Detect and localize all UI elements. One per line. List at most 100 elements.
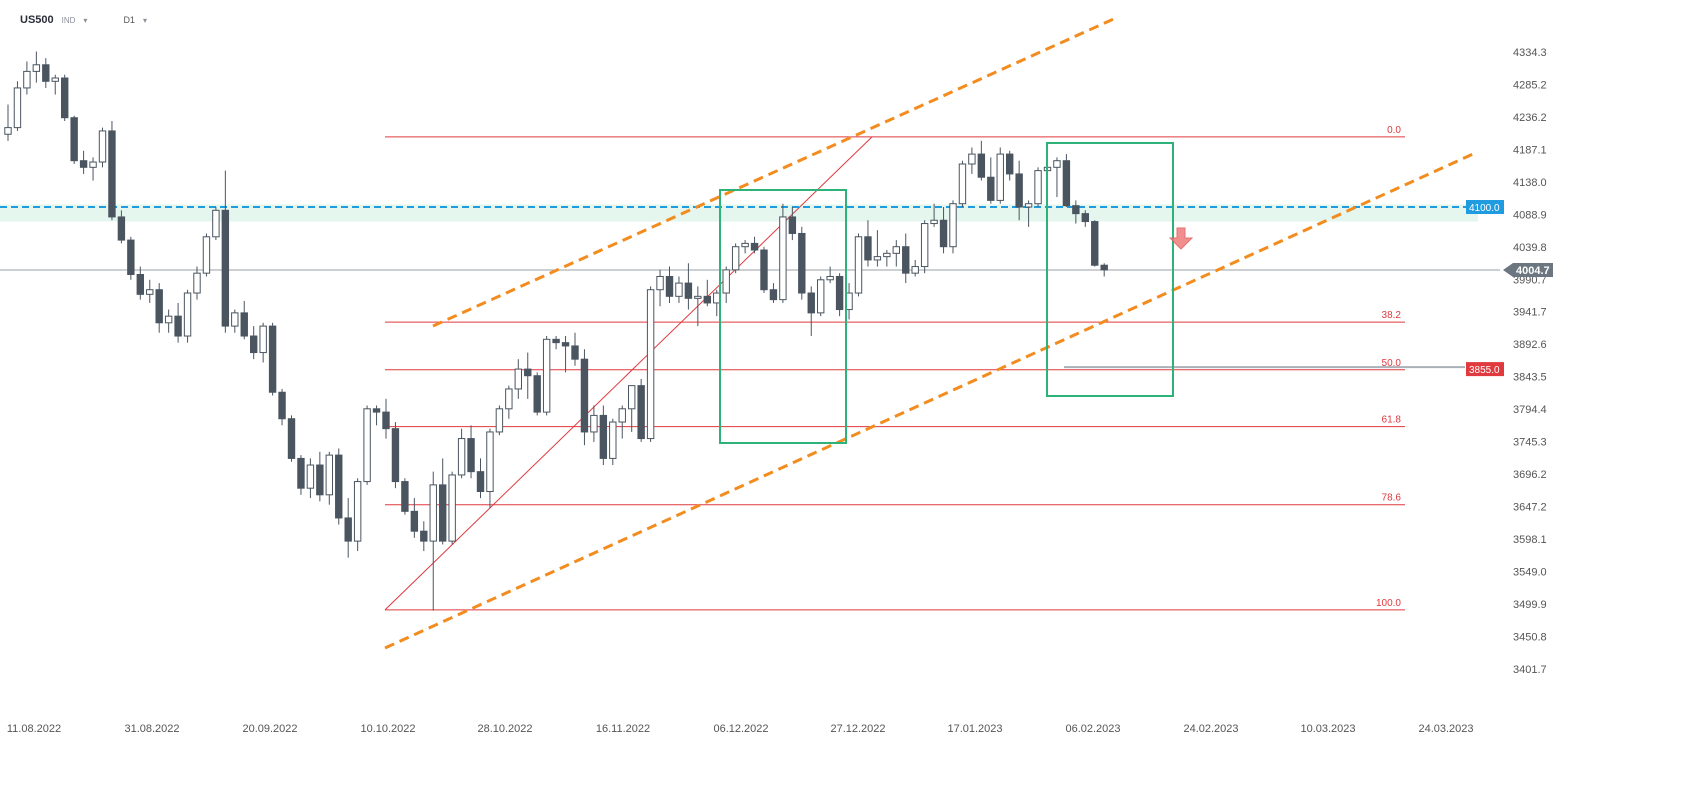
candle-body <box>750 242 759 251</box>
candle-body <box>61 77 69 119</box>
candle-body <box>259 325 267 354</box>
candle-body <box>968 153 976 165</box>
candle-body <box>410 510 419 532</box>
timeframe-label[interactable]: D1 <box>123 15 135 25</box>
candle-body <box>1034 170 1042 205</box>
candle-body <box>268 325 277 393</box>
candle-body <box>146 289 154 295</box>
candle-body <box>939 219 948 248</box>
candle-body <box>826 275 834 281</box>
candle-body <box>665 275 674 297</box>
candle-body <box>807 292 815 314</box>
y-tick-label: 4187.1 <box>1513 144 1547 156</box>
candle-body <box>590 414 598 433</box>
x-tick-label: 31.08.2022 <box>124 723 179 735</box>
candle-body <box>798 232 806 294</box>
y-tick-label: 3450.8 <box>1513 632 1547 644</box>
candle-body <box>495 408 504 433</box>
candle-body <box>1081 213 1089 223</box>
candle-body <box>476 471 485 492</box>
candle-body <box>391 428 400 483</box>
candle-body <box>306 464 315 489</box>
y-tick-label: 4236.2 <box>1513 112 1547 124</box>
candle-body <box>136 273 145 295</box>
candle-body <box>713 292 721 304</box>
candle-body <box>212 209 220 238</box>
x-tick-label: 10.03.2023 <box>1300 723 1355 735</box>
x-tick-label: 17.01.2023 <box>947 723 1002 735</box>
candle-body <box>599 414 608 459</box>
candle-body <box>250 335 258 354</box>
instrument-type: IND <box>61 15 76 25</box>
x-tick-label: 28.10.2022 <box>477 723 532 735</box>
candle-body <box>335 454 343 519</box>
candle-body <box>646 289 655 440</box>
candle-body <box>108 130 116 218</box>
candle-body <box>1091 221 1099 266</box>
candle-body <box>1072 205 1080 215</box>
y-tick-label: 3696.2 <box>1513 469 1547 481</box>
channel-lower-line <box>384 152 1474 650</box>
fib-label: 61.8 <box>1382 415 1402 426</box>
candle-body <box>637 385 645 440</box>
candle-body <box>571 345 579 360</box>
support-price-label: 3855.0 <box>1469 365 1500 376</box>
candle-body <box>467 438 475 473</box>
candle-body <box>731 246 740 271</box>
y-tick-label: 3598.1 <box>1513 534 1547 546</box>
candle-body <box>353 481 362 542</box>
chart-toolbar: US500 IND ▾ D1 ▾ <box>20 14 175 26</box>
candle-body <box>533 375 541 413</box>
candle-body <box>864 236 872 261</box>
candle-body <box>542 338 551 413</box>
candle-body <box>788 216 797 234</box>
y-tick-label: 3401.7 <box>1513 664 1547 676</box>
candle-body <box>779 216 787 301</box>
candle-body <box>4 127 12 135</box>
candle-body <box>70 117 78 162</box>
candle-body <box>1015 173 1023 208</box>
candle-body <box>580 358 589 433</box>
symbol-name[interactable]: US500 <box>20 14 54 26</box>
fib-label: 0.0 <box>1387 125 1401 136</box>
candle-body <box>231 312 239 327</box>
y-tick-label: 4039.8 <box>1513 242 1547 254</box>
candle-body <box>117 216 126 241</box>
candle-body <box>221 209 230 327</box>
candle-body <box>42 64 50 82</box>
candle-body <box>193 272 201 294</box>
x-tick-label: 27.12.2022 <box>830 723 885 735</box>
candle-body <box>420 530 428 542</box>
candle-body <box>316 464 324 496</box>
candle-body <box>977 153 986 178</box>
candle-body <box>1100 264 1108 271</box>
y-tick-label: 3745.3 <box>1513 437 1547 449</box>
candle-body <box>930 219 938 225</box>
candle-body <box>174 315 182 337</box>
candle-body <box>628 385 636 410</box>
candle-body <box>372 408 381 413</box>
candle-body <box>287 418 296 459</box>
y-tick-label: 3990.7 <box>1513 274 1547 286</box>
timeframe-chevron-down-icon[interactable]: ▾ <box>142 15 147 25</box>
symbol-chevron-down-icon[interactable]: ▾ <box>83 15 88 25</box>
candle-body <box>911 266 919 274</box>
candle-body <box>79 160 88 168</box>
candle-body <box>883 252 891 258</box>
consolidation-box <box>719 189 847 444</box>
candle-body <box>618 408 626 423</box>
candle-body <box>949 203 957 248</box>
y-tick-label: 3892.6 <box>1513 339 1547 351</box>
candle-body <box>13 87 22 129</box>
y-tick-label: 3941.7 <box>1513 307 1547 319</box>
candle-body <box>524 368 532 377</box>
candle-body <box>561 342 570 347</box>
candle-body <box>996 153 1004 201</box>
candle-body <box>1062 160 1071 207</box>
x-tick-label: 16.11.2022 <box>596 723 650 735</box>
candle-body <box>344 517 352 542</box>
resistance-zone <box>0 204 1478 222</box>
x-tick-label: 20.09.2022 <box>242 723 297 735</box>
